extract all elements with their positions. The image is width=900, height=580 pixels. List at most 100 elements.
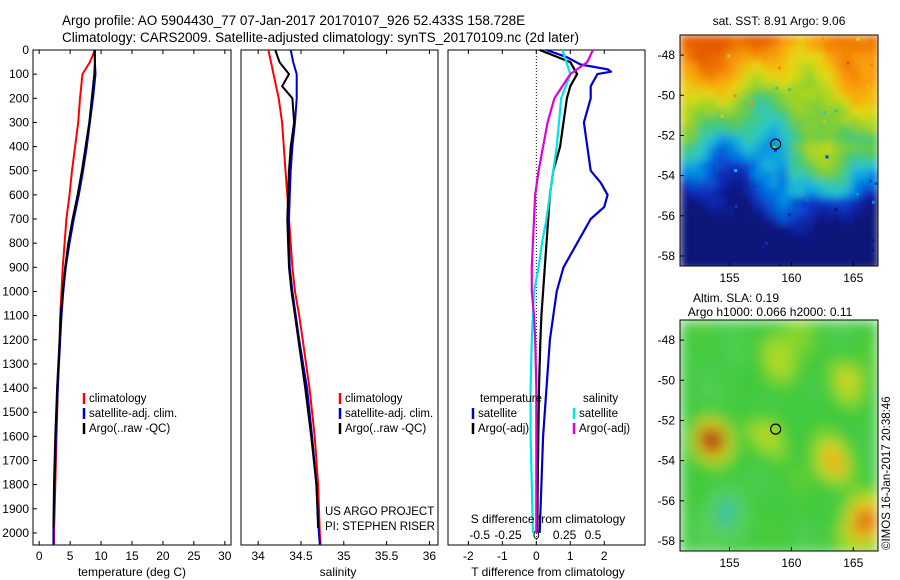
- sla-cell: [869, 464, 878, 474]
- sst-cell: [797, 179, 807, 189]
- t-difference-label: T difference from climatology: [471, 565, 625, 579]
- sla-cell: [770, 536, 780, 546]
- sst-cell: [869, 125, 878, 135]
- sla-cell: [770, 446, 780, 456]
- sla-cell: [716, 464, 726, 474]
- sla-cell: [770, 347, 780, 357]
- sst-cell: [815, 242, 825, 252]
- sla-cell: [806, 338, 816, 348]
- sla-cell: [770, 545, 780, 551]
- sla-cell: [806, 410, 816, 420]
- sla-cell: [833, 455, 843, 465]
- sla-cell: [743, 338, 753, 348]
- sla-cell: [752, 473, 762, 483]
- sst-cell: [869, 233, 878, 243]
- sst-cell: [707, 260, 717, 266]
- sla-cell: [842, 320, 852, 330]
- sst-cell: [770, 44, 780, 54]
- sla-cell: [851, 482, 861, 492]
- sst-cell: [788, 251, 798, 261]
- sla-cell: [698, 437, 708, 447]
- sst-cell: [689, 242, 699, 252]
- sla-cell: [806, 500, 816, 510]
- depth-tick-label: 500: [9, 164, 29, 178]
- sst-cell: [752, 89, 762, 99]
- sst-cell: [698, 233, 708, 243]
- sst-cell: [815, 62, 825, 72]
- sla-cell: [806, 383, 816, 393]
- sst-cell: [725, 125, 735, 135]
- sst-cell: [869, 242, 878, 252]
- t-diff-tick-label: 0: [533, 549, 540, 563]
- sla-cell: [869, 392, 878, 402]
- sst-cell: [833, 62, 843, 72]
- sla-cell: [779, 428, 789, 438]
- sst-cell: [680, 224, 690, 234]
- sst-speck: [706, 217, 710, 221]
- sst-cell: [689, 62, 699, 72]
- sst-cell: [824, 161, 834, 171]
- sst-cell: [743, 188, 753, 198]
- sst-cell: [851, 53, 861, 63]
- sla-cell: [788, 500, 798, 510]
- sla-cell: [842, 500, 852, 510]
- sla-cell: [842, 410, 852, 420]
- sst-speck: [871, 239, 875, 243]
- sst-cell: [788, 98, 798, 108]
- sst-cell: [680, 89, 690, 99]
- sla-cell: [770, 482, 780, 492]
- depth-axis: 0 100 200 300 400 500 600 700 800 900 1000 1100 1200…: [2, 43, 37, 540]
- sst-cell: [761, 80, 771, 90]
- sla-cell: [761, 410, 771, 420]
- sst-cell: [680, 143, 690, 153]
- sla-cell: [761, 347, 771, 357]
- sla-cell: [779, 374, 789, 384]
- depth-tick-label: 1100: [3, 309, 29, 323]
- sst-cell: [788, 62, 798, 72]
- sst-cell: [680, 242, 690, 252]
- sla-cell: [707, 347, 717, 357]
- sla-cell: [851, 356, 861, 366]
- sla-cell: [761, 437, 771, 447]
- sst-cell: [779, 251, 789, 261]
- temperature-tick-label: 25: [187, 549, 201, 563]
- sla-cell: [770, 500, 780, 510]
- sst-cell: [833, 188, 843, 198]
- sst-speck: [756, 117, 760, 121]
- imos-watermark: ©IMOS 16-Jan-2017 20:38:46: [881, 396, 893, 550]
- sst-cell: [698, 143, 708, 153]
- temperature-tick-label: 20: [156, 549, 170, 563]
- sst-cell: [860, 161, 870, 171]
- sla-cell: [869, 338, 878, 348]
- depth-tick-label: 600: [9, 188, 29, 202]
- sst-cell: [824, 44, 834, 54]
- sst-cell: [725, 53, 735, 63]
- sla-cell: [752, 374, 762, 384]
- salinity-series: [267, 49, 322, 546]
- sla-cell: [797, 383, 807, 393]
- sst-cell: [770, 179, 780, 189]
- sla-cell: [770, 464, 780, 474]
- sst-cell: [860, 35, 870, 45]
- sst-cell: [842, 224, 852, 234]
- sst-cell: [833, 80, 843, 90]
- depth-tick-label: 1200: [2, 333, 29, 347]
- sst-cell: [761, 206, 771, 216]
- sla-cell: [851, 320, 861, 330]
- sst-cell: [842, 53, 852, 63]
- sla-cell: [869, 518, 878, 528]
- sla-cell: [824, 500, 834, 510]
- sla-cell: [734, 518, 744, 528]
- depth-tick-label: 1900: [2, 502, 29, 516]
- sst-cell: [833, 71, 843, 81]
- sst-cell: [815, 206, 825, 216]
- sla-cell: [707, 329, 717, 339]
- sst-cell: [815, 134, 825, 144]
- sla-cell: [698, 320, 708, 330]
- sla-cell: [743, 491, 753, 501]
- sst-cell: [716, 215, 726, 225]
- sla-cell: [851, 500, 861, 510]
- sla-cell: [851, 374, 861, 384]
- sla-cell: [851, 383, 861, 393]
- sla-cell: [734, 374, 744, 384]
